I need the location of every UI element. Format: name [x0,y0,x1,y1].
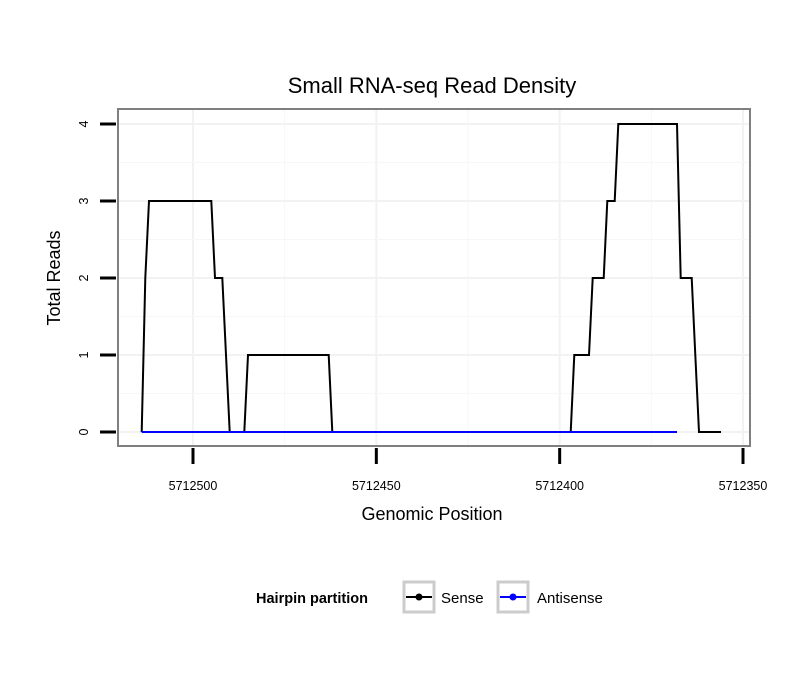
y-tick-label: 2 [77,274,91,281]
y-axis-label: Total Reads [44,230,64,325]
legend-point-sense [415,593,423,601]
y-tick-label: 3 [77,197,91,204]
chart-title: Small RNA-seq Read Density [288,73,577,98]
legend-title: Hairpin partition [256,591,368,607]
legend-label-antisense: Antisense [537,590,603,607]
x-axis-label: Genomic Position [361,504,502,524]
x-tick-label: 5712450 [352,479,401,493]
legend: Hairpin partition Sense Antisense [256,580,603,614]
legend-point-antisense [509,593,517,601]
series-layer [140,123,721,433]
x-tick-label: 5712500 [169,479,218,493]
legend-label-sense: Sense [441,590,484,607]
x-tick-label: 5712400 [535,479,584,493]
y-tick-label: 4 [77,120,91,127]
y-tick-label: 1 [77,351,91,358]
legend-item-antisense: Antisense [496,580,603,614]
y-axis: 0 1 2 3 4 [77,120,116,435]
y-tick-label: 0 [77,428,91,435]
x-tick-label: 5712350 [719,479,768,493]
legend-item-sense: Sense [402,580,484,614]
plot-panel-border [117,108,751,447]
x-axis: 5712500 5712450 5712400 5712350 [169,448,768,493]
